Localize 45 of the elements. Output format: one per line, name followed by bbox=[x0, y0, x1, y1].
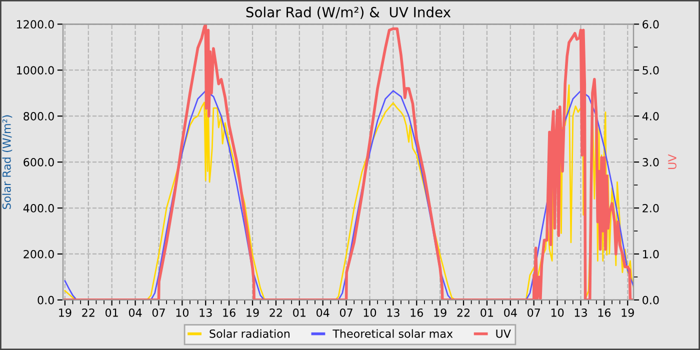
x-tick-label: 13 bbox=[200, 308, 212, 317]
x-tick-label: 22 bbox=[82, 308, 94, 317]
x-tick-label: 22 bbox=[270, 308, 282, 317]
x-tick-label: 16 bbox=[223, 308, 236, 317]
x-tick-label: 07 bbox=[152, 308, 165, 317]
y-tick-label: 400.0 bbox=[23, 204, 54, 212]
y2-tick-label: 1.0 bbox=[643, 250, 659, 258]
y2-tick-label: 6.0 bbox=[642, 20, 659, 29]
x-tick-label: 22 bbox=[457, 308, 470, 317]
x-tick-label: 10 bbox=[551, 308, 564, 317]
y-tick-label: 1000.0 bbox=[17, 66, 54, 74]
y-tick-label: 800.0 bbox=[24, 112, 54, 120]
legend-label: Theoretical solar max bbox=[332, 329, 453, 338]
x-tick-label: 01 bbox=[293, 308, 306, 317]
x-tick-label: 13 bbox=[574, 308, 587, 317]
x-tick-label: 10 bbox=[176, 308, 189, 317]
x-tick-label: 04 bbox=[504, 308, 517, 317]
y-tick-label: 1200.0 bbox=[17, 20, 54, 29]
x-tick-label: 01 bbox=[480, 308, 494, 317]
x-tick-label: 10 bbox=[364, 308, 376, 317]
x-tick-label: 13 bbox=[387, 308, 400, 317]
x-tick-label: 04 bbox=[128, 308, 142, 317]
y2-tick-label: 4.0 bbox=[642, 112, 659, 120]
legend-label: Solar radiation bbox=[210, 329, 290, 338]
x-tick-label: 19 bbox=[246, 308, 259, 317]
x-tick-label: 16 bbox=[598, 308, 611, 317]
legend-label: UV bbox=[496, 330, 511, 338]
x-tick-label: 16 bbox=[410, 308, 423, 317]
chart-title: Solar Rad (W/m²) & UV Index bbox=[246, 6, 451, 20]
x-tick-label: 19 bbox=[622, 308, 634, 317]
y-tick-label: 600.0 bbox=[24, 158, 54, 166]
y-tick-label: 0.0 bbox=[38, 296, 54, 304]
y2-tick-label: 0.0 bbox=[642, 296, 659, 304]
x-tick-label: 01 bbox=[106, 308, 118, 317]
x-tick-label: 19 bbox=[59, 308, 72, 317]
y2-axis-title: UV bbox=[668, 154, 676, 169]
y-axis-title: Solar Rad (W/m²) bbox=[2, 115, 12, 210]
y2-tick-label: 2.0 bbox=[642, 204, 659, 212]
x-tick-label: 07 bbox=[340, 308, 352, 317]
x-tick-label: 19 bbox=[434, 308, 446, 317]
y-tick-label: 200.0 bbox=[24, 250, 54, 258]
y2-tick-label: 3.0 bbox=[642, 158, 659, 166]
y2-tick-label: 5.0 bbox=[642, 66, 659, 74]
x-tick-label: 07 bbox=[528, 308, 540, 317]
x-tick-label: 04 bbox=[316, 308, 330, 317]
